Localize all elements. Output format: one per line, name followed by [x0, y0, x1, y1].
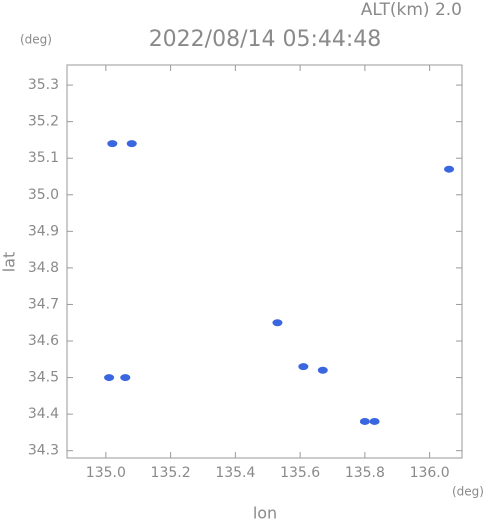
y-tick-label: 34.9	[28, 223, 59, 239]
x-tick-label: 135.2	[151, 465, 191, 481]
y-tick-label: 34.8	[28, 260, 59, 276]
y-tick-label: 35.1	[28, 150, 59, 166]
x-unit: (deg)	[452, 485, 484, 499]
x-axis-label: lon	[253, 504, 277, 521]
y-tick-label: 34.5	[28, 370, 59, 386]
echo-point	[298, 363, 309, 371]
x-tick-label: 135.4	[215, 465, 255, 481]
echo-point	[120, 374, 131, 382]
y-tick-label: 34.7	[28, 296, 59, 312]
echo-point	[104, 374, 115, 382]
echo-point	[272, 319, 283, 327]
x-tick-label: 135.0	[86, 465, 126, 481]
x-tick-label: 135.8	[345, 465, 385, 481]
y-tick-label: 34.4	[28, 406, 59, 422]
y-tick-label: 35.2	[28, 114, 59, 130]
echo-point	[359, 417, 370, 425]
echo-point	[107, 140, 118, 148]
y-tick-label: 35.0	[28, 187, 59, 203]
echo-point	[317, 366, 328, 374]
y-unit: (deg)	[20, 33, 52, 47]
y-axis-label: lat	[0, 252, 19, 273]
chart-title: 2022/08/14 05:44:48	[149, 27, 382, 52]
echo-point	[369, 417, 380, 425]
x-tick-label: 136.0	[410, 465, 450, 481]
y-tick-label: 35.3	[28, 77, 59, 93]
y-tick-label: 34.6	[28, 333, 59, 349]
x-tick-label: 135.6	[280, 465, 320, 481]
echo-point	[126, 140, 137, 148]
y-tick-label: 34.3	[28, 443, 59, 459]
echo-point	[444, 165, 455, 173]
plot-frame	[66, 64, 463, 459]
altitude-label: ALT(km) 2.0	[361, 0, 462, 20]
